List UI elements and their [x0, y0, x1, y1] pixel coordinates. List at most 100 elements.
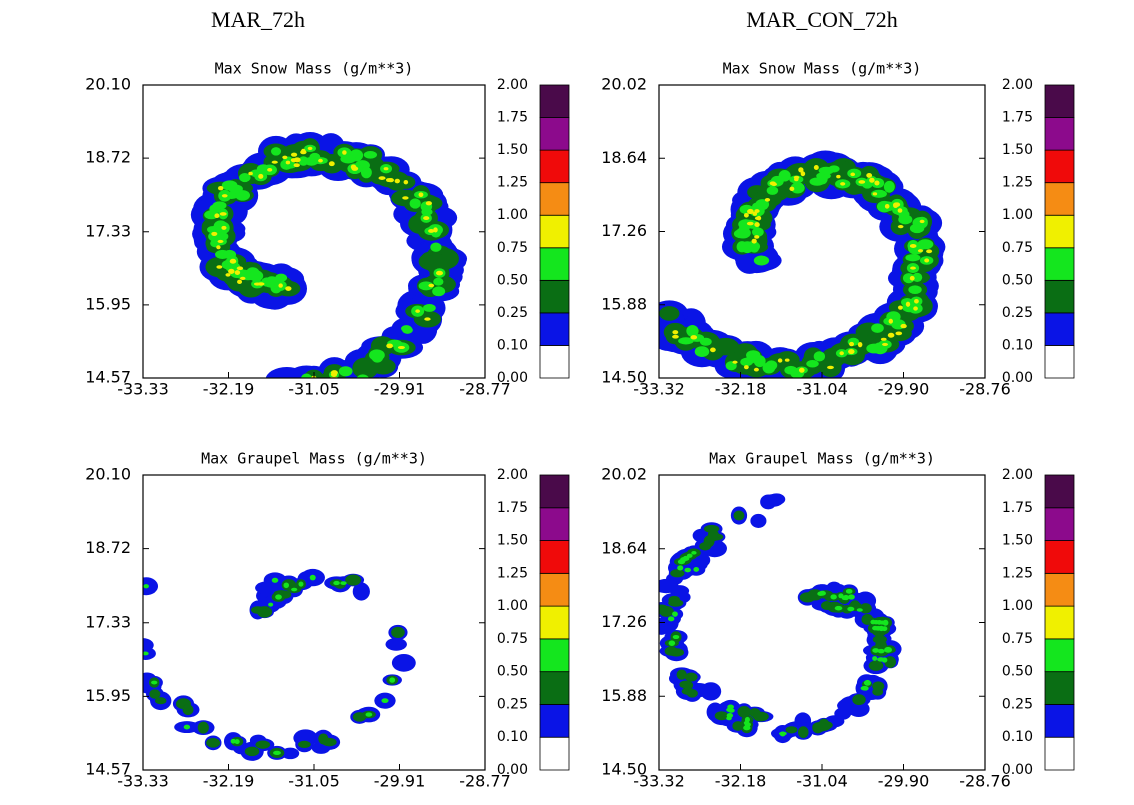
- contour-blob: [908, 243, 924, 255]
- contour-blob: [693, 567, 700, 572]
- contour-blob: [894, 202, 901, 207]
- contour-blob: [418, 281, 434, 291]
- contour-blob: [847, 594, 855, 600]
- colorbar-box: [1044, 474, 1075, 509]
- contour-blob: [848, 349, 855, 355]
- contour-blob: [271, 577, 279, 583]
- colorbar-label: 1.00: [1002, 207, 1033, 223]
- contour-blob: [789, 186, 795, 192]
- contour-blob: [668, 640, 676, 646]
- contour-blob: [230, 738, 236, 744]
- contour-blob: [385, 637, 407, 651]
- contour-blob: [672, 334, 679, 339]
- contour-blob: [278, 283, 283, 288]
- contour-blob: [275, 273, 288, 282]
- contour-blob: [328, 161, 335, 167]
- contour-blob: [235, 190, 251, 201]
- contour-blob: [798, 367, 805, 373]
- contour-blob: [919, 219, 925, 224]
- contour-blob: [672, 634, 680, 640]
- colorbar-label: 0.10: [497, 337, 528, 353]
- contour-blob: [917, 249, 924, 253]
- contour-blob: [738, 219, 754, 230]
- contour-blob: [800, 171, 806, 177]
- contour-blob: [840, 182, 846, 186]
- contour-blob: [143, 646, 156, 660]
- y-tick-label: 14.50: [601, 368, 647, 387]
- contour-blob: [381, 698, 389, 704]
- contour-blob: [271, 147, 282, 156]
- colorbar-box: [539, 474, 570, 509]
- contour-blob: [151, 680, 158, 685]
- contour-blob: [197, 721, 209, 734]
- contour-blob: [409, 198, 421, 209]
- contour-blob: [340, 154, 357, 164]
- x-tick-label: -31.05: [288, 380, 340, 399]
- y-tick-label: 18.64: [601, 148, 647, 167]
- contour-blob: [763, 494, 784, 507]
- contour-blob: [244, 746, 260, 757]
- y-tick-label: 17.26: [601, 221, 647, 240]
- colorbar-box: [1044, 704, 1075, 738]
- contour-blob: [234, 270, 241, 275]
- contour-blob: [149, 689, 161, 699]
- contour-blob: [857, 341, 863, 348]
- contour-blob: [363, 150, 378, 159]
- contour-blob: [710, 347, 716, 353]
- contour-blob: [694, 346, 710, 357]
- colorbar-label: 0.25: [1002, 696, 1033, 712]
- contour-blob: [746, 221, 754, 226]
- contour-blob: [845, 588, 853, 594]
- contour-blob: [433, 227, 438, 233]
- contour-blob: [908, 285, 922, 295]
- colorbar-box: [539, 214, 570, 249]
- y-tick-label: 18.72: [85, 148, 131, 167]
- contour-blob: [378, 176, 386, 180]
- colorbar-box: [539, 572, 570, 607]
- contour-field: [659, 150, 946, 378]
- colorbar-box: [539, 704, 570, 738]
- colorbar-box: [539, 671, 570, 705]
- contour-blob: [798, 167, 804, 173]
- panel-title: Max Snow Mass (g/m**3): [215, 60, 414, 78]
- x-tick-label: -33.33: [117, 772, 169, 791]
- contour-blob: [777, 358, 783, 363]
- contour-field: [190, 132, 468, 378]
- contour-blob: [684, 567, 692, 573]
- contour-blob: [900, 323, 907, 329]
- colorbar-box: [539, 540, 570, 574]
- contour-blob: [236, 266, 244, 271]
- contour-blob: [752, 711, 769, 722]
- contour-blob: [754, 235, 760, 239]
- contour-blob: [285, 286, 292, 291]
- colorbar-label: 0.75: [1002, 631, 1033, 647]
- contour-blob: [321, 737, 337, 747]
- colorbar-box: [539, 182, 570, 216]
- contour-blob: [902, 273, 915, 284]
- contour-blob: [727, 708, 735, 713]
- contour-blob: [806, 360, 819, 368]
- contour-blob: [333, 580, 340, 586]
- contour-blob: [182, 704, 194, 715]
- contour-blob: [753, 367, 759, 372]
- colorbar-box: [539, 247, 570, 281]
- contour-blob: [905, 301, 911, 307]
- contour-blob: [897, 224, 904, 229]
- colorbar-label: 2.00: [497, 77, 528, 93]
- contour-blob: [682, 555, 689, 561]
- contour-blob: [872, 681, 885, 691]
- contour-blob: [912, 272, 923, 283]
- contour-blob: [866, 173, 873, 178]
- panel-title: Max Graupel Mass (g/m**3): [709, 450, 935, 468]
- colorbar-label: 0.00: [1002, 370, 1033, 386]
- y-tick-label: 20.02: [601, 75, 647, 94]
- contour-blob: [909, 275, 915, 281]
- colorbar-label: 1.75: [1002, 500, 1033, 516]
- contour-blob: [330, 372, 338, 377]
- contour-blob: [752, 227, 764, 237]
- colorbar-label: 0.25: [497, 696, 528, 712]
- contour-blob: [212, 201, 227, 210]
- contour-blob: [863, 679, 872, 686]
- contour-blob: [677, 565, 684, 571]
- contour-blob: [273, 750, 281, 756]
